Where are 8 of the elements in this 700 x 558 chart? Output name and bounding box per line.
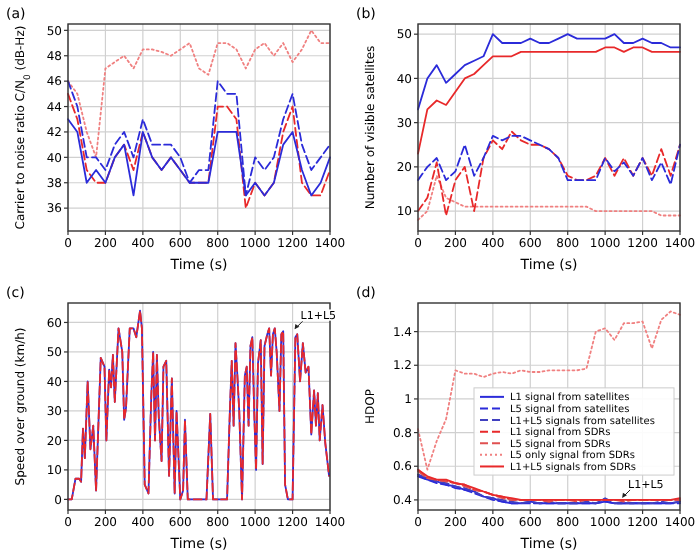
- line-series: [417, 46, 681, 155]
- line-series: [67, 29, 331, 159]
- line-series: [417, 310, 681, 471]
- line-series: [417, 135, 681, 186]
- line-series: [67, 80, 331, 197]
- line-series: [417, 174, 681, 221]
- line-series: [417, 130, 681, 217]
- line-series: [417, 33, 681, 111]
